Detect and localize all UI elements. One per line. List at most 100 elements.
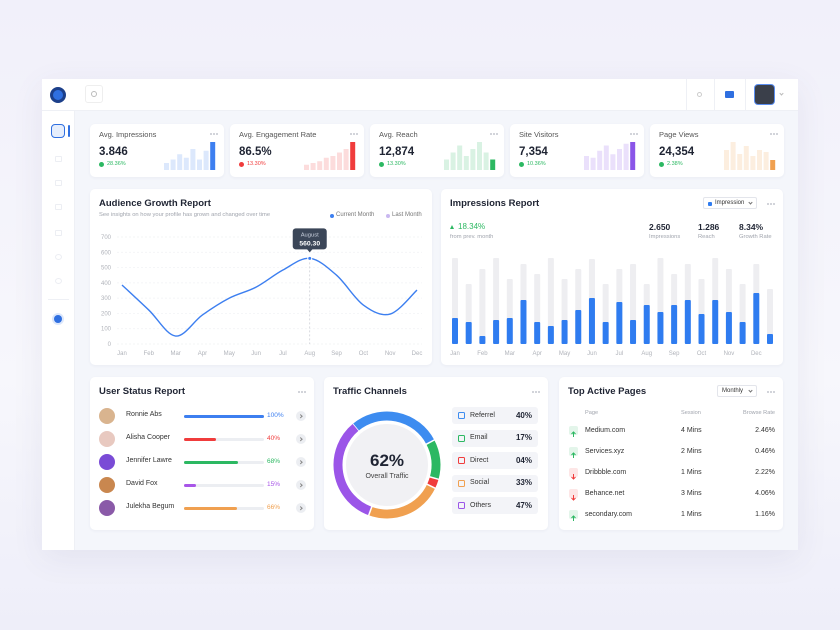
nav-item[interactable] [55,254,62,260]
impressions-change-note: from prev. month [450,234,494,240]
progress-bar [184,483,196,487]
kpi-card: Avg. Engagement Rate 86.5% 13.30% [230,124,364,177]
kpi-bar [730,142,736,170]
dropdown[interactable]: Impression [703,197,757,209]
kpi-title: Site Visitors [519,130,559,139]
more-button[interactable] [770,133,772,135]
kpi-bar [323,157,329,170]
channel-value: 40% [515,410,532,420]
kpi-bar [197,159,202,170]
nav-item[interactable] [55,230,62,236]
user-detail-button[interactable] [296,434,306,444]
trend-icon [569,426,578,437]
search-box[interactable] [85,85,103,103]
x-tick-label: Jul [616,351,624,357]
x-tick-label: Nov [724,351,735,357]
more-button[interactable] [630,133,632,135]
kpi-bar [177,154,183,170]
user-name: Julekha Begum [126,503,175,510]
channel-value: 33% [515,478,532,487]
traffic-card: Traffic Channels 62% Overall Traffic Referr… [324,377,548,530]
bar [534,322,541,344]
user-detail-button[interactable] [296,457,306,467]
kpi-bar [170,159,176,170]
user-detail-button[interactable] [296,411,306,421]
user-name: Jennifer Lawre [126,457,172,464]
x-tick-label: Feb [477,351,488,357]
x-tick-label: Sep [331,351,342,357]
dropdown-label: Impression [715,200,745,206]
card-title: User Status Report [99,386,186,397]
kpi-bar [763,152,769,170]
channel-row: Social 33% [452,474,538,492]
donut-segment [426,439,441,480]
chevron-icon [297,413,302,418]
more-button[interactable] [767,203,769,205]
kpi-change: 13.30% [387,161,406,167]
x-tick-label: Jun [587,351,597,357]
kpi-bar [304,164,309,170]
x-tick-label: Jan [117,351,127,357]
dropdown-chevron [748,388,753,393]
page-name: Dribbble.com [585,468,627,476]
nav-item[interactable] [55,278,62,284]
chart-svg: 62% Overall Traffic [333,411,441,519]
channel-icon [458,434,465,442]
pages-card: Top Active Pages Monthly Page Session Browse… [559,377,783,530]
top-bar [42,79,798,111]
kpi-value: 7,354 [519,146,548,158]
x-tick-label: Apr [198,351,207,357]
profile-avatar[interactable] [754,84,775,105]
more-button[interactable] [532,391,534,393]
more-button[interactable] [298,391,300,393]
kpi-bar [183,157,189,170]
nav-item[interactable] [55,204,62,210]
card-title: Audience Growth Report [99,198,211,209]
segment-gap [429,476,440,481]
kpi-bar [724,150,729,170]
kpi-bar [737,154,743,170]
trend-arrow [571,495,576,501]
x-tick-label: Dec [751,351,762,357]
user-status-card: User Status Report Ronnie Abs 100% Alisha C… [90,377,314,530]
nav-dashboard[interactable] [51,124,65,138]
kpi-bar [350,142,356,170]
channel-value: 04% [515,455,532,465]
bar [616,302,623,344]
channel-icon [458,479,465,487]
user-detail-button[interactable] [296,503,306,513]
more-button[interactable] [490,133,492,135]
kpi-change: 13.30% [247,161,266,167]
add-button[interactable] [52,313,64,325]
bar-background [547,258,554,344]
kpi-bar [603,145,609,170]
trend-up-icon [450,225,454,229]
more-button[interactable] [350,133,352,135]
kpi-bar [770,160,776,170]
more-button[interactable] [210,133,212,135]
bar [684,300,691,344]
divider [48,299,69,300]
logo[interactable] [50,87,66,103]
kpi-bar [584,156,589,170]
user-name: Alisha Cooper [126,434,170,441]
progress-track [184,437,264,441]
kpi-bar [610,154,616,170]
kpi-trend-icon [239,162,244,167]
dropdown[interactable]: Monthly [717,385,757,397]
kpi-bar [477,142,482,170]
kpi-bar [750,156,756,170]
user-detail-button[interactable] [296,480,306,490]
nav-item[interactable] [55,156,62,162]
notification-button[interactable] [697,92,702,97]
channel-icon [458,457,465,464]
y-tick-label: 500 [101,266,112,272]
user-avatar [99,477,115,493]
nav-item[interactable] [55,180,62,186]
card-title: Top Active Pages [568,386,647,397]
more-button[interactable] [767,391,769,393]
kpi-bar [630,142,636,170]
kpi-value: 12,874 [379,146,415,158]
mail-button[interactable] [725,91,734,98]
